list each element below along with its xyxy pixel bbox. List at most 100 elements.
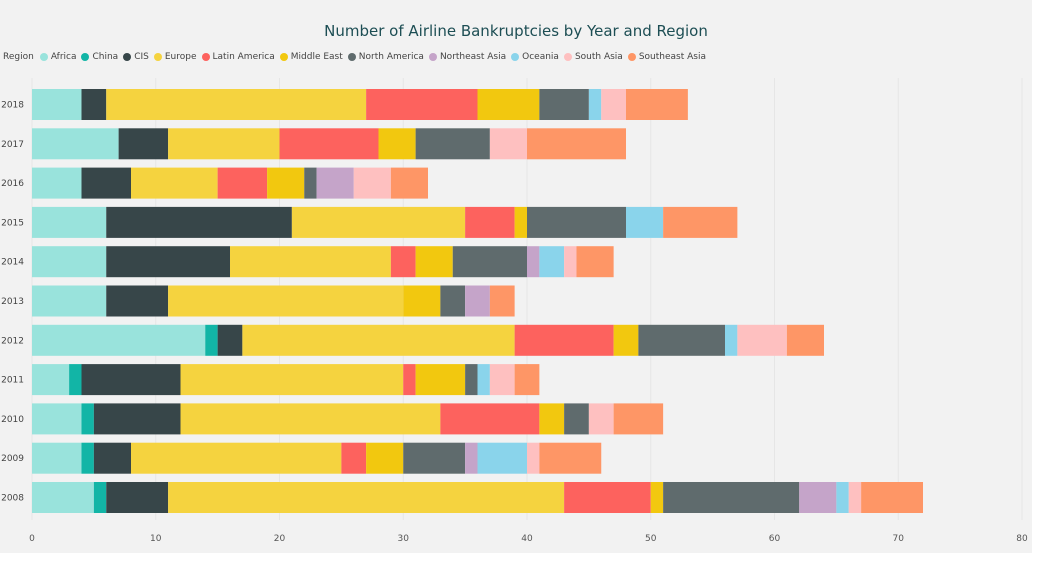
- bar-segment-cis-2012[interactable]: [217, 324, 243, 356]
- bar-segment-latin-america-2015[interactable]: [465, 206, 515, 238]
- bar-segment-oceania-2014[interactable]: [539, 246, 565, 278]
- bar-segment-latin-america-2010[interactable]: [440, 403, 540, 435]
- bar-segment-cis-2008[interactable]: [106, 482, 169, 513]
- bar-segment-south-asia-2010[interactable]: [588, 403, 614, 435]
- bar-segment-china-2009[interactable]: [81, 442, 94, 474]
- legend-item-northeast-asia[interactable]: Northeast Asia: [428, 52, 506, 62]
- bar-segment-northeast-asia-2008[interactable]: [799, 482, 837, 513]
- bar-segment-southeast-asia-2008[interactable]: [861, 482, 923, 513]
- bar-segment-africa-2013[interactable]: [32, 285, 107, 317]
- bar-segment-europe-2015[interactable]: [291, 206, 466, 238]
- bar-segment-latin-america-2012[interactable]: [514, 324, 614, 356]
- bar-segment-northeast-asia-2013[interactable]: [465, 285, 490, 317]
- bar-segment-north-america-2014[interactable]: [452, 246, 527, 278]
- legend-item-cis[interactable]: CIS: [123, 52, 149, 62]
- legend-item-china[interactable]: China: [81, 52, 118, 62]
- bar-segment-north-america-2017[interactable]: [415, 128, 490, 160]
- bar-segment-oceania-2011[interactable]: [477, 364, 490, 396]
- bar-segment-cis-2013[interactable]: [106, 285, 169, 317]
- bar-segment-china-2012[interactable]: [205, 324, 218, 356]
- bar-segment-south-asia-2011[interactable]: [489, 364, 515, 396]
- bar-segment-middle-east-2009[interactable]: [366, 442, 404, 474]
- bar-segment-africa-2010[interactable]: [32, 403, 82, 435]
- bar-segment-cis-2016[interactable]: [81, 167, 132, 199]
- bar-segment-europe-2008[interactable]: [168, 482, 565, 513]
- bar-segment-southeast-asia-2012[interactable]: [786, 324, 824, 356]
- bar-segment-cis-2009[interactable]: [93, 442, 131, 474]
- bar-segment-europe-2011[interactable]: [180, 364, 404, 396]
- bar-segment-south-asia-2018[interactable]: [601, 89, 626, 120]
- bar-segment-africa-2018[interactable]: [32, 89, 82, 120]
- bar-segment-south-asia-2009[interactable]: [527, 442, 540, 474]
- bar-segment-oceania-2009[interactable]: [477, 442, 528, 474]
- bar-segment-oceania-2018[interactable]: [588, 89, 602, 120]
- bar-segment-south-asia-2012[interactable]: [737, 324, 787, 356]
- bar-segment-cis-2015[interactable]: [106, 206, 292, 238]
- bar-segment-europe-2017[interactable]: [168, 128, 280, 160]
- bar-segment-southeast-asia-2018[interactable]: [626, 89, 688, 120]
- bar-segment-europe-2014[interactable]: [230, 246, 391, 278]
- bar-segment-southeast-asia-2009[interactable]: [539, 442, 602, 474]
- legend-item-north-america[interactable]: North America: [347, 52, 424, 62]
- bar-segment-north-america-2015[interactable]: [527, 206, 626, 238]
- bar-segment-middle-east-2010[interactable]: [539, 403, 565, 435]
- bar-segment-africa-2015[interactable]: [32, 206, 107, 238]
- bar-segment-north-america-2009[interactable]: [403, 442, 466, 474]
- bar-segment-north-america-2018[interactable]: [539, 89, 589, 120]
- bar-segment-middle-east-2018[interactable]: [477, 89, 540, 120]
- bar-segment-cis-2017[interactable]: [118, 128, 169, 160]
- bar-segment-oceania-2012[interactable]: [725, 324, 738, 356]
- bar-segment-europe-2016[interactable]: [131, 167, 218, 199]
- bar-segment-cis-2011[interactable]: [81, 364, 181, 396]
- bar-segment-europe-2010[interactable]: [180, 403, 441, 435]
- legend-item-europe[interactable]: Europe: [153, 52, 197, 62]
- bar-segment-oceania-2008[interactable]: [836, 482, 849, 513]
- bar-segment-latin-america-2011[interactable]: [403, 364, 416, 396]
- bar-segment-north-america-2010[interactable]: [564, 403, 589, 435]
- bar-segment-south-asia-2014[interactable]: [564, 246, 577, 278]
- bar-segment-africa-2017[interactable]: [32, 128, 119, 160]
- bar-segment-africa-2008[interactable]: [32, 482, 94, 513]
- bar-segment-north-america-2012[interactable]: [638, 324, 725, 356]
- bar-segment-southeast-asia-2015[interactable]: [663, 206, 738, 238]
- bar-segment-southeast-asia-2016[interactable]: [390, 167, 428, 199]
- bar-segment-southeast-asia-2010[interactable]: [613, 403, 664, 435]
- legend-item-middle-east[interactable]: Middle East: [279, 52, 343, 62]
- legend-item-oceania[interactable]: Oceania: [511, 52, 559, 62]
- bar-segment-middle-east-2008[interactable]: [650, 482, 664, 513]
- bar-segment-southeast-asia-2011[interactable]: [514, 364, 540, 396]
- bar-segment-north-america-2011[interactable]: [465, 364, 478, 396]
- bar-segment-europe-2018[interactable]: [106, 89, 367, 120]
- bar-segment-middle-east-2011[interactable]: [415, 364, 466, 396]
- bar-segment-southeast-asia-2013[interactable]: [489, 285, 515, 317]
- bar-segment-africa-2014[interactable]: [32, 246, 107, 278]
- bar-segment-middle-east-2017[interactable]: [378, 128, 416, 160]
- bar-segment-middle-east-2015[interactable]: [514, 206, 527, 238]
- bar-segment-africa-2011[interactable]: [32, 364, 70, 396]
- bar-segment-southeast-asia-2017[interactable]: [527, 128, 626, 160]
- legend-item-south-asia[interactable]: South Asia: [563, 52, 623, 62]
- bar-segment-middle-east-2014[interactable]: [415, 246, 453, 278]
- bar-segment-latin-america-2017[interactable]: [279, 128, 379, 160]
- legend-item-latin-america[interactable]: Latin America: [201, 52, 275, 62]
- bar-segment-middle-east-2013[interactable]: [403, 285, 441, 317]
- bar-segment-africa-2009[interactable]: [32, 442, 82, 474]
- bar-segment-latin-america-2009[interactable]: [341, 442, 367, 474]
- bar-segment-europe-2009[interactable]: [131, 442, 342, 474]
- bar-segment-cis-2014[interactable]: [106, 246, 230, 278]
- bar-segment-south-asia-2016[interactable]: [353, 167, 391, 199]
- bar-segment-africa-2012[interactable]: [32, 324, 206, 356]
- bar-segment-cis-2010[interactable]: [93, 403, 181, 435]
- bar-segment-cis-2018[interactable]: [81, 89, 107, 120]
- bar-segment-north-america-2013[interactable]: [440, 285, 466, 317]
- bar-segment-south-asia-2008[interactable]: [848, 482, 862, 513]
- bar-segment-northeast-asia-2016[interactable]: [316, 167, 354, 199]
- bar-segment-china-2011[interactable]: [69, 364, 82, 396]
- bar-segment-north-america-2008[interactable]: [663, 482, 800, 513]
- bar-segment-northeast-asia-2014[interactable]: [527, 246, 540, 278]
- bar-segment-africa-2016[interactable]: [32, 167, 82, 199]
- bar-segment-latin-america-2018[interactable]: [366, 89, 478, 120]
- bar-segment-northeast-asia-2009[interactable]: [465, 442, 478, 474]
- bar-segment-middle-east-2016[interactable]: [267, 167, 305, 199]
- bar-segment-china-2008[interactable]: [93, 482, 107, 513]
